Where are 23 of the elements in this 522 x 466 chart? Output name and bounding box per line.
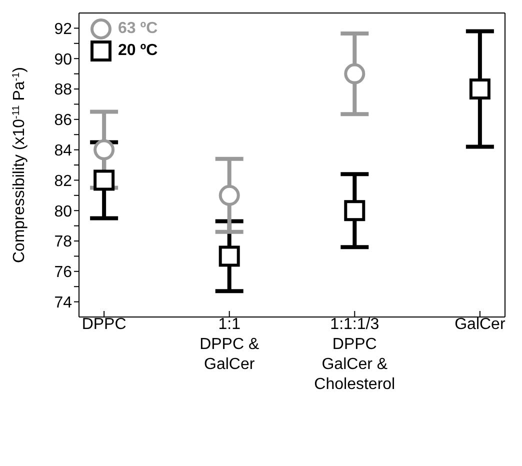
y-tick-label: 74 [54, 294, 72, 312]
point [344, 63, 366, 84]
y-tick-label: 92 [54, 20, 72, 38]
y-tick-label: 84 [54, 142, 72, 160]
y-tick-label: 80 [54, 203, 72, 220]
point [218, 246, 240, 267]
legend-label: 63 ºC [118, 20, 158, 38]
y-tick-label: 88 [54, 82, 72, 99]
point [94, 170, 115, 191]
point [218, 184, 240, 206]
legend-label: 20 ºC [118, 42, 158, 60]
x-tick-label: 1:1 DPPC & GalCer [200, 316, 260, 373]
y-tick-label: 78 [54, 234, 72, 251]
y-tick-label: 76 [54, 264, 72, 282]
x-tick-label: GalCer [454, 316, 506, 333]
point [469, 78, 490, 100]
point [344, 200, 366, 222]
point [94, 139, 115, 160]
x-tick-label: DPPC [82, 316, 126, 333]
y-tick-label: 90 [54, 51, 72, 68]
y-tick-label: 82 [54, 172, 72, 190]
y-tick-label: 86 [54, 112, 72, 130]
x-tick-label: 1:1:1/3 DPPC GalCer & Cholesterol [314, 316, 396, 393]
